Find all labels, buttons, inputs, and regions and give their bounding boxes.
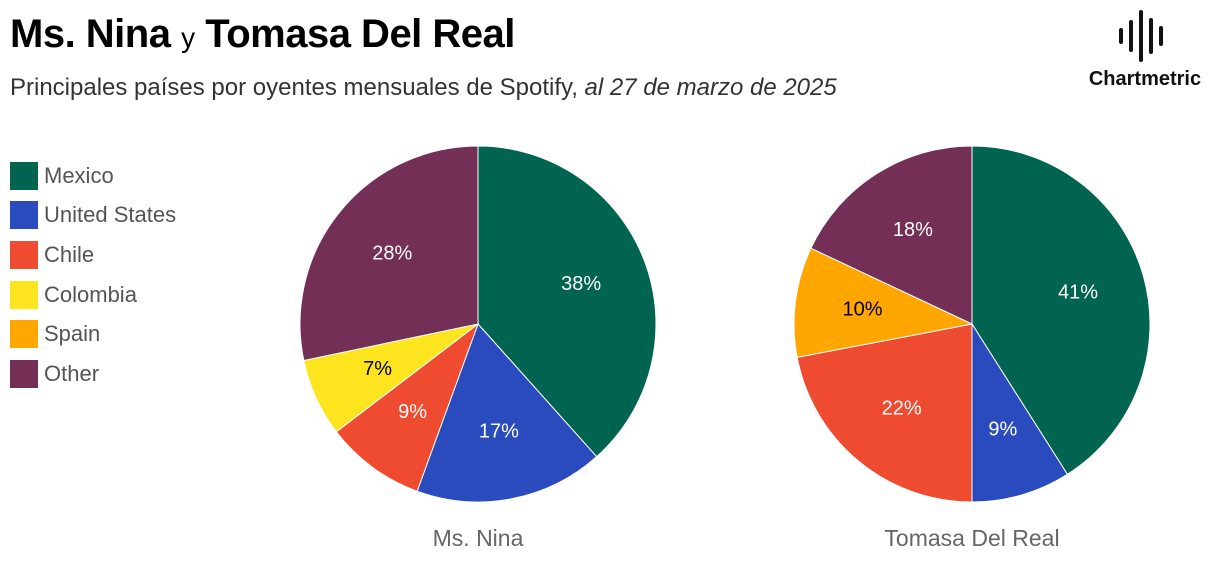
slice-label: 18% [893,219,933,241]
legend-label: United States [44,202,177,228]
pie-slice [810,145,973,325]
slice-label: 41% [1058,281,1098,303]
legend-item: Mexico [10,156,176,196]
title-conjunction: y [181,22,195,53]
logo-text: Chartmetric [1088,68,1202,90]
pie-slice [299,145,479,362]
slice-label: 38% [561,273,601,295]
slice-label: 17% [479,421,519,443]
pie-slice [793,247,974,358]
subtitle-main: Principales países por oyentes mensuales… [10,74,578,101]
pie-slice [796,323,973,503]
legend-item: Other [10,354,176,394]
legend-swatch [10,280,38,309]
slice-label: 7% [363,358,392,380]
slice-label: 22% [882,397,922,419]
legend: Mexico United States Chile Colombia Spain Oth… [10,156,176,394]
slice-label: 28% [372,243,412,265]
slice-label: 9% [398,401,427,423]
slice-label: 9% [988,418,1017,440]
legend-item: United States [10,196,176,236]
legend-swatch [10,161,38,190]
pie-chart: 41% 9% 22% 10% 18% Tomasa Del Real [793,145,1151,551]
legend-swatch [10,240,38,269]
legend-label: Chile [44,241,95,267]
subtitle-date: al 27 de marzo de 2025 [584,74,837,101]
pie-caption: Ms. Nina [433,525,524,551]
chart-title: Ms. Nina y Tomasa Del Real [10,12,515,57]
title-artist-a: Ms. Nina [10,12,171,56]
pie-slice [477,145,657,458]
pie-slice [335,322,480,492]
legend-item: Colombia [10,275,176,315]
legend-label: Other [44,360,100,386]
legend-swatch [10,320,38,349]
legend-swatch [10,359,38,388]
chart-subtitle: Principales países por oyentes mensuales… [10,74,837,102]
soundwave-bars-icon [1119,10,1163,62]
chartmetric-logo: Chartmetric [1080,8,1210,91]
legend-label: Mexico [44,162,114,188]
pie-slice [971,322,1069,503]
title-artist-b: Tomasa Del Real [205,12,515,56]
pie-slice [971,145,1151,475]
legend-label: Spain [44,321,101,347]
pie-chart: 38% 17% 9% 7% 28% Ms. Nina [299,145,657,551]
slice-label: 10% [842,298,882,320]
pie-caption: Tomasa Del Real [884,525,1059,551]
legend-item: Spain [10,314,176,354]
legend-item: Chile [10,235,176,275]
legend-swatch [10,201,38,230]
legend-label: Colombia [44,281,137,307]
